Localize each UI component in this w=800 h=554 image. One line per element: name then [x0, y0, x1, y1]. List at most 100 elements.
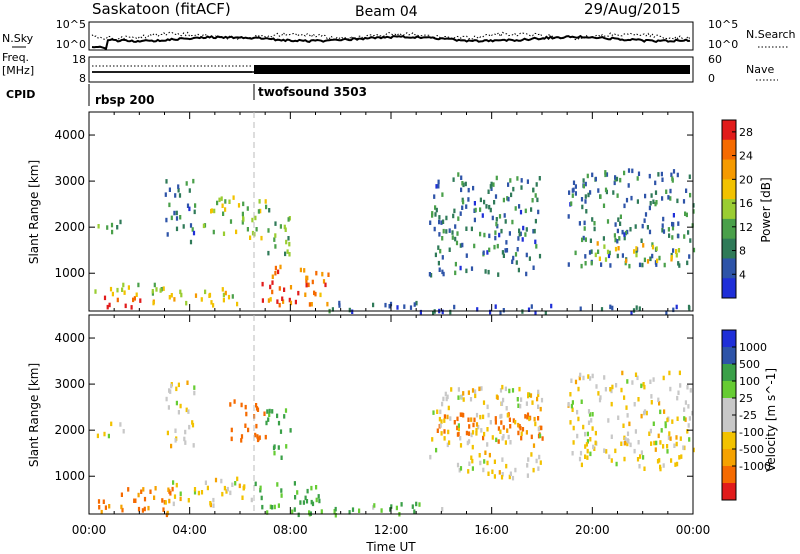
- scatter-cell: [487, 412, 490, 418]
- scatter-cell: [479, 207, 482, 212]
- scatter-cell: [516, 176, 519, 181]
- scatter-cell: [446, 442, 449, 448]
- scatter-cell: [572, 440, 575, 445]
- scatter-cell: [677, 390, 680, 395]
- scatter-cell: [303, 268, 306, 273]
- scatter-cell: [684, 400, 687, 405]
- colorbar-tick-label: -100: [739, 426, 764, 439]
- colorbar-tick-label: 1000: [739, 341, 767, 354]
- colorbar-tick-label: -500: [739, 443, 764, 456]
- scatter-cell: [524, 232, 527, 237]
- scatter-cell: [638, 262, 642, 268]
- scatter-cell: [224, 207, 227, 212]
- scatter-cell: [439, 423, 442, 428]
- scatter-cell: [443, 429, 446, 434]
- scatter-cell: [603, 244, 606, 249]
- scatter-cell: [191, 422, 195, 428]
- scatter-cell: [569, 420, 572, 425]
- scatter-cell: [475, 431, 478, 436]
- scatter-cell: [457, 426, 460, 432]
- scatter-cell: [457, 395, 460, 400]
- scatter-cell: [632, 308, 636, 313]
- scatter-cell: [452, 177, 455, 182]
- scatter-cell: [467, 390, 470, 395]
- scatter-cell: [534, 193, 537, 198]
- scatter-cell: [502, 197, 505, 203]
- scatter-cell: [434, 205, 437, 210]
- scatter-cell: [208, 292, 212, 298]
- scatter-cell: [450, 387, 453, 392]
- scatter-cell: [617, 217, 620, 222]
- scatter-cell: [519, 425, 522, 431]
- scatter-cell: [687, 404, 690, 409]
- scatter-cell: [624, 230, 627, 236]
- power-scatter: [94, 168, 696, 316]
- scatter-cell: [637, 440, 640, 445]
- scatter-cell: [678, 455, 681, 460]
- scatter-cell: [266, 510, 269, 515]
- scatter-cell: [223, 485, 226, 491]
- y-tick-label: 4000: [54, 128, 85, 142]
- scatter-cell: [689, 238, 692, 243]
- scatter-cell: [471, 458, 474, 464]
- scatter-cell: [229, 490, 232, 496]
- x-tick-label: 00:00: [72, 523, 107, 537]
- scatter-cell: [388, 304, 391, 309]
- scatter-cell: [581, 237, 584, 243]
- scatter-cell: [277, 269, 280, 275]
- scatter-cell: [297, 290, 300, 296]
- scatter-cell: [474, 207, 477, 213]
- scatter-cell: [604, 387, 607, 392]
- scatter-cell: [619, 214, 622, 219]
- scatter-cell: [678, 263, 681, 268]
- scatter-cell: [688, 254, 691, 259]
- scatter-cell: [630, 310, 633, 316]
- scatter-cell: [572, 187, 575, 193]
- scatter-cell: [269, 297, 272, 302]
- scatter-cell: [179, 289, 182, 295]
- scatter-cell: [640, 413, 643, 419]
- scatter-cell: [520, 178, 523, 183]
- scatter-cell: [111, 229, 114, 235]
- scatter-cell: [255, 403, 258, 408]
- scatter-cell: [653, 440, 656, 446]
- scatter-cell: [430, 273, 433, 278]
- scatter-cell: [508, 231, 511, 236]
- scatter-cell: [611, 384, 614, 390]
- scatter-cell: [216, 200, 219, 206]
- scatter-cell: [504, 440, 507, 445]
- scatter-cell: [494, 304, 497, 309]
- scatter-cell: [162, 286, 165, 291]
- scatter-cell: [670, 255, 673, 260]
- scatter-cell: [500, 420, 503, 425]
- scatter-cell: [526, 412, 530, 417]
- freq-left-top-tick: 18: [72, 53, 86, 66]
- scatter-cell: [169, 389, 172, 394]
- scatter-cell: [521, 427, 525, 432]
- scatter-cell: [675, 441, 678, 447]
- scatter-cell: [611, 305, 614, 311]
- scatter-cell: [319, 292, 322, 298]
- scatter-cell: [442, 396, 445, 402]
- scatter-cell: [288, 252, 291, 257]
- scatter-cell: [526, 415, 529, 420]
- scatter-cell: [539, 433, 542, 439]
- scatter-cell: [493, 459, 496, 464]
- scatter-cell: [331, 307, 334, 312]
- scatter-cell: [212, 497, 215, 503]
- scatter-cell: [683, 234, 686, 239]
- scatter-cell: [495, 437, 498, 443]
- scatter-cell: [535, 458, 538, 464]
- freq-right-bottom-tick: 0: [708, 72, 715, 85]
- scatter-cell: [532, 187, 535, 193]
- scatter-cell: [419, 309, 422, 315]
- scatter-cell: [602, 203, 606, 208]
- scatter-cell: [636, 457, 640, 462]
- scatter-cell: [442, 271, 445, 277]
- scatter-cell: [440, 220, 443, 225]
- scatter-cell: [434, 252, 437, 258]
- scatter-cell: [674, 462, 677, 467]
- scatter-cell: [271, 289, 274, 295]
- scatter-cell: [472, 422, 475, 428]
- scatter-cell: [127, 285, 130, 290]
